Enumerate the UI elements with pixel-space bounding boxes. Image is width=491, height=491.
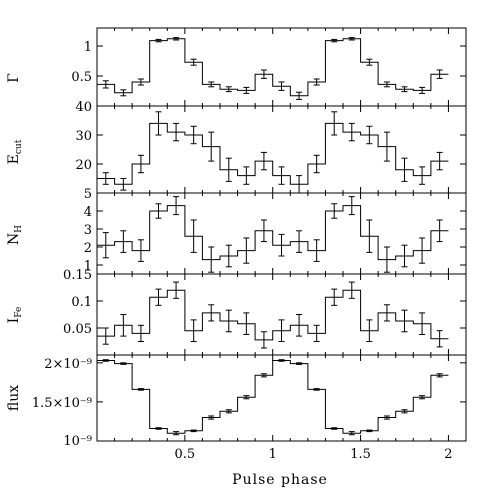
ylabel-ife: IFe bbox=[6, 307, 24, 324]
nh-ytick-label: 5 bbox=[84, 187, 92, 202]
nh-ytick-label: 2 bbox=[84, 241, 92, 256]
ife-ytick-label: 0.1 bbox=[71, 295, 92, 310]
panels: 10.5403020543210.150.10.052×10⁻⁹1.5×10⁻⁹… bbox=[32, 27, 467, 462]
nh-ytick-label: 3 bbox=[84, 223, 92, 238]
ecut-ytick-label: 40 bbox=[75, 100, 92, 115]
xtick-label: 1.5 bbox=[350, 447, 371, 462]
nh-step-line bbox=[97, 205, 449, 261]
nh-ytick-label: 4 bbox=[84, 205, 92, 220]
flux-ytick-label: 10⁻⁹ bbox=[63, 434, 92, 449]
nh-ytick-label: 1 bbox=[84, 259, 92, 274]
xlabel-pulse-phase: Pulse phase bbox=[232, 472, 328, 488]
nh-panel-frame bbox=[96, 192, 467, 275]
ife-step-line bbox=[97, 289, 449, 341]
ecut-step-line bbox=[97, 122, 449, 185]
flux-panel-frame bbox=[96, 354, 467, 442]
xtick-label: 1 bbox=[269, 447, 277, 462]
ife-ytick-label: 0.15 bbox=[63, 268, 92, 283]
ylabel-flux: flux bbox=[6, 385, 22, 411]
ecut-ytick-label: 30 bbox=[75, 129, 92, 144]
ife-ytick-label: 0.05 bbox=[63, 322, 92, 337]
ife-panel-frame bbox=[96, 273, 467, 356]
gamma-step-line bbox=[97, 38, 449, 97]
gamma-ytick-label: 1 bbox=[84, 40, 92, 55]
xtick-label: 0.5 bbox=[175, 447, 196, 462]
xtick-label: 2 bbox=[444, 447, 452, 462]
flux-ytick-label: 2×10⁻⁹ bbox=[44, 357, 92, 372]
ylabel-ecut: Ecut bbox=[6, 139, 24, 164]
ylabel-nh: NH bbox=[6, 225, 24, 245]
ecut-ytick-label: 20 bbox=[75, 158, 92, 173]
flux-step-line bbox=[97, 360, 449, 434]
flux-ytick-label: 1.5×10⁻⁹ bbox=[32, 396, 92, 411]
gamma-ytick-label: 0.5 bbox=[71, 70, 92, 85]
gamma-panel-frame bbox=[96, 27, 467, 107]
ylabel-gamma: Γ bbox=[6, 73, 22, 83]
